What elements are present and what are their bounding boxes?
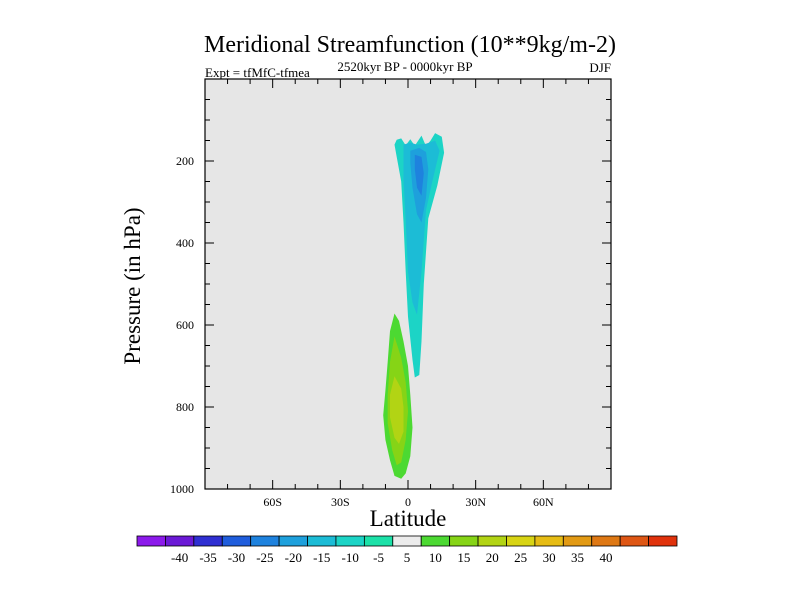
colorbar-label: -20 bbox=[285, 550, 302, 565]
colorbar-box bbox=[307, 535, 337, 547]
lower-positive-cell-core bbox=[390, 376, 404, 444]
colorbar-box bbox=[506, 535, 536, 547]
colorbar-box bbox=[335, 535, 365, 547]
colorbar-box bbox=[165, 535, 195, 547]
colorbar-label: -5 bbox=[373, 550, 384, 565]
colorbar-label: 15 bbox=[457, 550, 470, 565]
chart-title: Meridional Streamfunction (10**9kg/m-2) bbox=[204, 32, 616, 58]
colorbar-label: -35 bbox=[199, 550, 216, 565]
colorbar-label: 10 bbox=[429, 550, 442, 565]
colorbar-box bbox=[420, 535, 451, 547]
upper-negative-cell-core-2 bbox=[414, 154, 424, 196]
y-tick-label: 600 bbox=[176, 318, 194, 332]
subtitle-center: 2520kyr BP - 0000kyr BP bbox=[337, 59, 472, 74]
colorbar-label: 30 bbox=[543, 550, 556, 565]
plot-frame bbox=[204, 78, 612, 490]
colorbar-box bbox=[250, 535, 280, 547]
colorbar-box bbox=[591, 535, 621, 547]
y-tick-label: 200 bbox=[176, 154, 194, 168]
x-tick-label: 30N bbox=[465, 495, 486, 509]
colorbar-box bbox=[534, 535, 564, 547]
colorbar-box bbox=[392, 535, 422, 547]
contour-regions bbox=[383, 133, 445, 479]
colorbar-label: -10 bbox=[341, 550, 358, 565]
colorbar-label: -15 bbox=[313, 550, 330, 565]
colorbar-box bbox=[449, 535, 479, 547]
colorbar-box bbox=[193, 535, 223, 547]
colorbar-box bbox=[562, 535, 593, 547]
y-axis-label: Pressure (in hPa) bbox=[120, 207, 145, 364]
y-tick-label: 800 bbox=[176, 400, 194, 414]
colorbar-label: 5 bbox=[404, 550, 411, 565]
colorbar-box bbox=[136, 535, 166, 547]
y-tick-label: 1000 bbox=[170, 482, 194, 496]
colorbar-box bbox=[278, 535, 308, 547]
colorbar-label: 35 bbox=[571, 550, 584, 565]
subtitle-right: DJF bbox=[589, 60, 611, 75]
colorbar-box bbox=[619, 535, 649, 547]
tick-labels: 60S 30S 0 30N 60N 200 400 600 800 1000 bbox=[170, 154, 554, 509]
colorbar bbox=[136, 535, 678, 547]
y-tick-label: 400 bbox=[176, 236, 194, 250]
colorbar-label: 20 bbox=[486, 550, 499, 565]
colorbar-label: 40 bbox=[599, 550, 612, 565]
x-axis-label: Latitude bbox=[370, 506, 447, 531]
x-tick-label: 60N bbox=[533, 495, 554, 509]
colorbar-labels: -40 -35 -30 -25 -20 -15 -10 -5 5 10 15 20 25 30 35 40 bbox=[171, 550, 612, 565]
x-tick-label: 0 bbox=[405, 495, 411, 509]
x-tick-label: 30S bbox=[331, 495, 350, 509]
x-tick-label: 60S bbox=[263, 495, 282, 509]
colorbar-box bbox=[221, 535, 252, 547]
colorbar-label: -25 bbox=[256, 550, 273, 565]
colorbar-label: 25 bbox=[514, 550, 527, 565]
colorbar-label: -30 bbox=[228, 550, 245, 565]
colorbar-box bbox=[477, 535, 507, 547]
colorbar-box bbox=[648, 535, 678, 547]
colorbar-box bbox=[363, 535, 394, 547]
subtitle-left: Expt = tfMfC-tfmea bbox=[205, 65, 310, 80]
colorbar-label: -40 bbox=[171, 550, 188, 565]
